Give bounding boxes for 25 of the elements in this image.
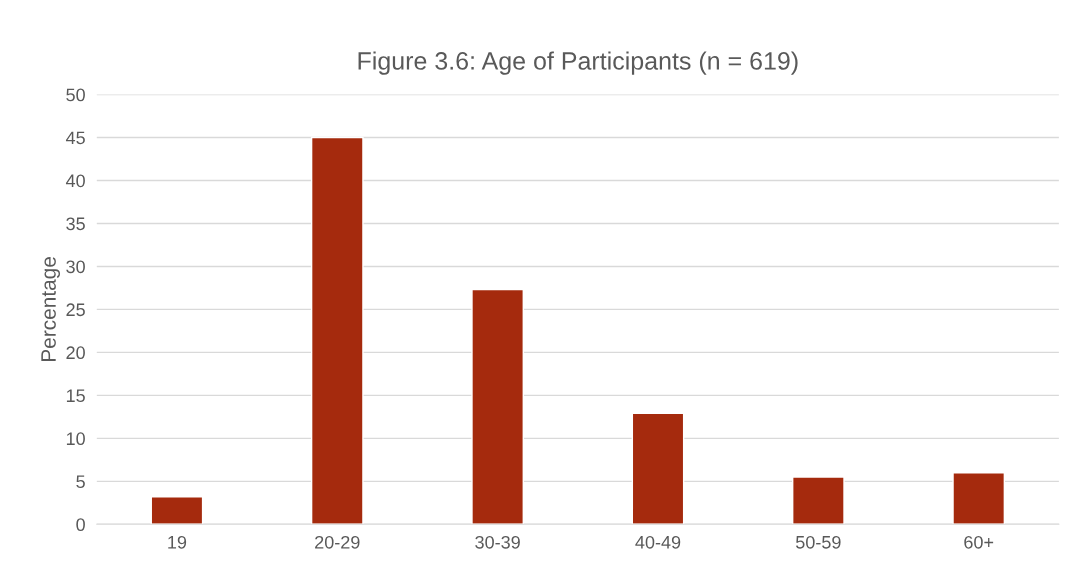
chart-title: Figure 3.6: Age of Participants (n = 619) — [358, 51, 798, 75]
x-tick-label: 40-49 — [635, 535, 681, 549]
y-tick-label: 35 — [66, 217, 85, 231]
bar — [791, 476, 845, 525]
x-tick-label: 60+ — [964, 535, 994, 549]
bar — [150, 496, 204, 525]
bar — [631, 412, 685, 525]
y-tick-label: 5 — [76, 475, 85, 489]
y-tick-label: 0 — [76, 518, 85, 532]
y-tick-label: 50 — [66, 88, 85, 102]
y-tick-label: 40 — [65, 174, 85, 188]
x-tick-label: 50-59 — [795, 535, 841, 549]
x-tick-label: 19 — [168, 535, 187, 549]
y-tick-label: 20 — [66, 346, 85, 360]
y-tick-label: 45 — [65, 131, 85, 145]
bar — [952, 472, 1006, 525]
y-tick-label: 30 — [66, 260, 85, 274]
y-tick-label: 25 — [66, 303, 85, 317]
x-tick-label: 20-29 — [315, 535, 360, 549]
x-tick-label: 30-39 — [475, 535, 520, 549]
y-tick-label: 15 — [66, 389, 85, 403]
bar — [310, 136, 364, 525]
bar — [471, 288, 524, 525]
y-tick-label: 10 — [66, 432, 85, 446]
y-axis-title: Percentage — [41, 257, 60, 361]
